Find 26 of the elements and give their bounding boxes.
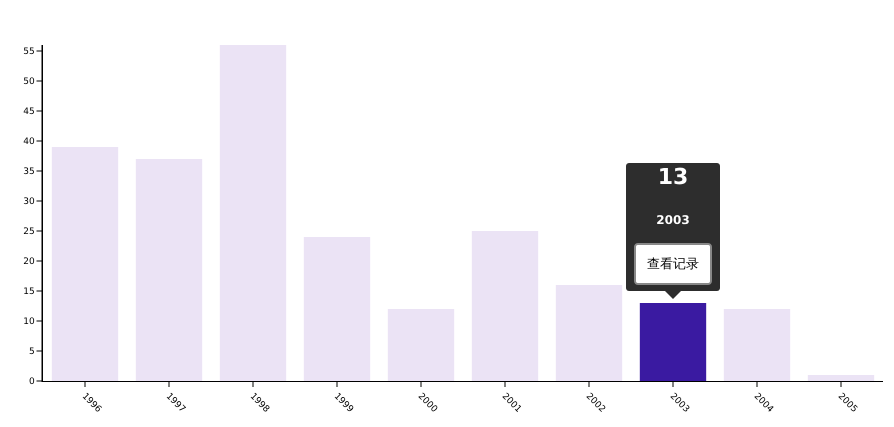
annotation: 2003 xyxy=(655,213,691,227)
bar xyxy=(220,45,286,381)
y-tick-label: 35 xyxy=(23,167,35,178)
bar xyxy=(472,231,538,381)
tooltip-box: 13 2003 查看记录 xyxy=(626,163,720,291)
bar xyxy=(808,375,874,381)
y-tick-label: 20 xyxy=(23,257,35,268)
y-tick-label: 25 xyxy=(23,227,35,238)
bar xyxy=(640,303,706,381)
y-tick-label: 10 xyxy=(23,317,35,328)
bar xyxy=(556,285,622,381)
bar xyxy=(52,147,118,381)
y-tick-label: 50 xyxy=(23,77,35,88)
y-tick-label: 0 xyxy=(28,377,35,388)
y-tick-label: 15 xyxy=(23,287,35,298)
bar xyxy=(304,237,370,381)
y-tick-label: 5 xyxy=(28,347,35,358)
view-button[interactable]: 查看记录 xyxy=(634,243,712,285)
y-tick-label: 40 xyxy=(23,137,35,148)
y-tick-label: 30 xyxy=(23,197,35,208)
bar xyxy=(136,159,202,381)
bar xyxy=(388,309,454,381)
y-tick-label: 45 xyxy=(23,107,35,118)
bar xyxy=(724,309,790,381)
annotation: 13 xyxy=(656,165,690,191)
y-tick-label: 55 xyxy=(23,47,35,58)
